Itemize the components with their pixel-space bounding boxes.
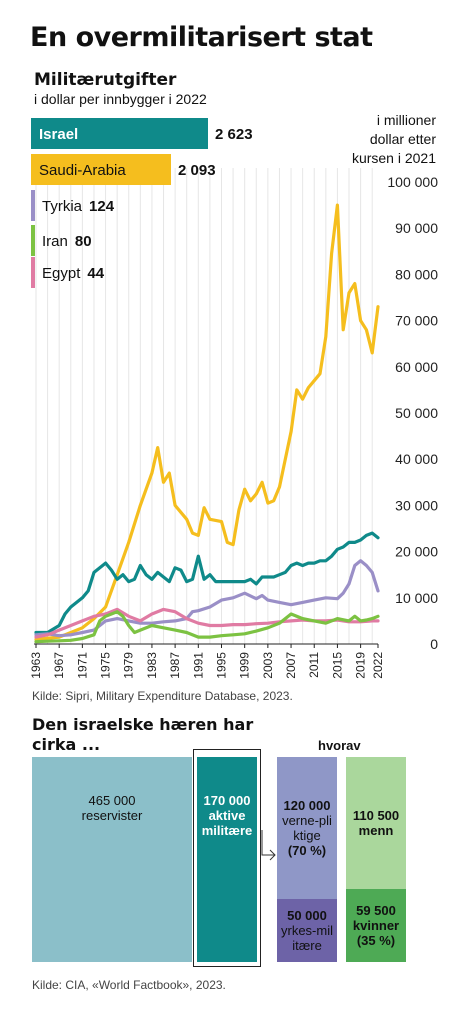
y-tick-label: 90 000 [395,220,438,236]
women-label: kvinner [352,918,400,933]
y-tick-label: 70 000 [395,313,438,329]
page-title: En overmilitarisert stat [30,22,373,53]
y-tick-label: 30 000 [395,497,438,513]
x-tick-label: 2022 [371,652,385,679]
active-box-outline [193,749,261,967]
reservists-box: 465 000 reservister [32,757,192,962]
unit-note-line: i millioner [376,112,436,128]
per-capita-country: Tyrkia [42,198,83,215]
series-line-egypt [34,607,380,639]
chart-subtitle: Militærutgifter [34,70,177,90]
y-tick-label: 10 000 [395,590,438,606]
y-tick-label: 100 000 [387,174,438,190]
x-tick-label: 2015 [330,652,344,679]
x-tick-label: 1983 [145,652,159,679]
x-tick-label: 1967 [52,652,66,679]
series-line-israel [34,531,380,635]
per-capita-value: 124 [89,198,115,215]
men-box: 110 500 menn [346,757,406,889]
per-capita-value: 2 093 [178,162,216,179]
source-note-army: Kilde: CIA, «World Factbook», 2023. [32,978,226,992]
line-chart: 0 10 000 20 000 30 000 40 000 50 000 60 000 70 … [29,118,438,679]
conscripts-pct: (70 %) [287,843,327,858]
x-tick-label: 2007 [284,652,298,679]
per-capita-marker-egypt [31,257,35,288]
y-tick-label: 20 000 [395,544,438,560]
y-tick-label: 80 000 [395,266,438,282]
per-capita-country: Egypt [42,265,81,282]
x-tick-label: 1971 [75,652,89,679]
conscripts-value: 120 000 [283,798,331,813]
x-tick-label: 1963 [29,652,43,679]
x-tick-label: 2019 [354,652,368,679]
men-value: 110 500 [352,808,400,823]
reservists-value: 465 000 [88,793,136,808]
per-capita-marker-tyrkia [31,190,35,221]
x-tick-label: 2011 [307,652,321,678]
per-capita-value: 80 [75,233,92,250]
per-capita-legend: Israel 2 623 Saudi-Arabia 2 093 Tyrkia 124 Ira… [31,118,253,288]
reservists-label: reservister [81,808,143,823]
professional-box: 50 000 yrkes-militære [277,899,337,962]
active-label: aktive militære [201,808,253,838]
y-tick-label: 40 000 [395,451,438,467]
professional-label: yrkes-militære [281,923,333,953]
per-capita-country: Iran [42,233,68,250]
series-line-iran [34,610,380,644]
chart-grid [35,168,373,644]
hvorav-label: hvorav [318,738,361,753]
per-capita-bar-saudi-arabia [31,154,171,185]
unit-note-line: dollar etter [369,131,436,147]
x-tick-label: 1979 [122,652,136,679]
x-tick-label: 1991 [191,652,205,679]
series-line-tyrkia [34,559,380,638]
y-tick-label: 60 000 [395,359,438,375]
y-tick-label: 50 000 [395,405,438,421]
active-box: 170 000 aktive militære [197,757,257,962]
army-section-title: Den israelske hæren har cirka ... [32,715,254,754]
per-capita-value: 2 623 [215,126,253,143]
arrow-icon [261,830,276,861]
x-tick-label: 2003 [261,652,275,679]
men-label: menn [358,823,394,838]
x-tick-label: 1987 [168,652,182,679]
per-capita-country: Saudi-Arabia [39,162,126,179]
y-axis-unit-note: i millioner dollar etter kursen i 2021 [352,111,436,168]
active-value: 170 000 [203,793,251,808]
chart-lines [34,203,380,644]
source-note: Kilde: Sipri, Military Expenditure Datab… [32,689,293,703]
conscripts-label: verne-pliktige [282,813,332,843]
women-pct: (35 %) [356,933,396,948]
per-capita-country: Israel [39,126,78,143]
per-capita-value: 44 [87,265,104,282]
series-line-saudi-arabia [34,203,380,642]
chart-subtitle-note: i dollar per innbygger i 2022 [34,91,207,107]
unit-note-line: kursen i 2021 [351,150,436,166]
chart-axes: 0 10 000 20 000 30 000 40 000 50 000 60 000 70 … [29,174,438,679]
women-box: 59 500 kvinner (35 %) [346,889,406,962]
women-value: 59 500 [356,903,396,918]
x-tick-label: 1975 [99,652,113,679]
y-tick-label: 0 [430,636,438,652]
x-tick-label: 1995 [214,652,228,679]
per-capita-bar-israel [31,118,208,149]
per-capita-marker-iran [31,225,35,256]
x-tick-label: 1999 [238,652,252,679]
conscripts-box: 120 000 verne-pliktige (70 %) [277,757,337,899]
professional-value: 50 000 [287,908,327,923]
